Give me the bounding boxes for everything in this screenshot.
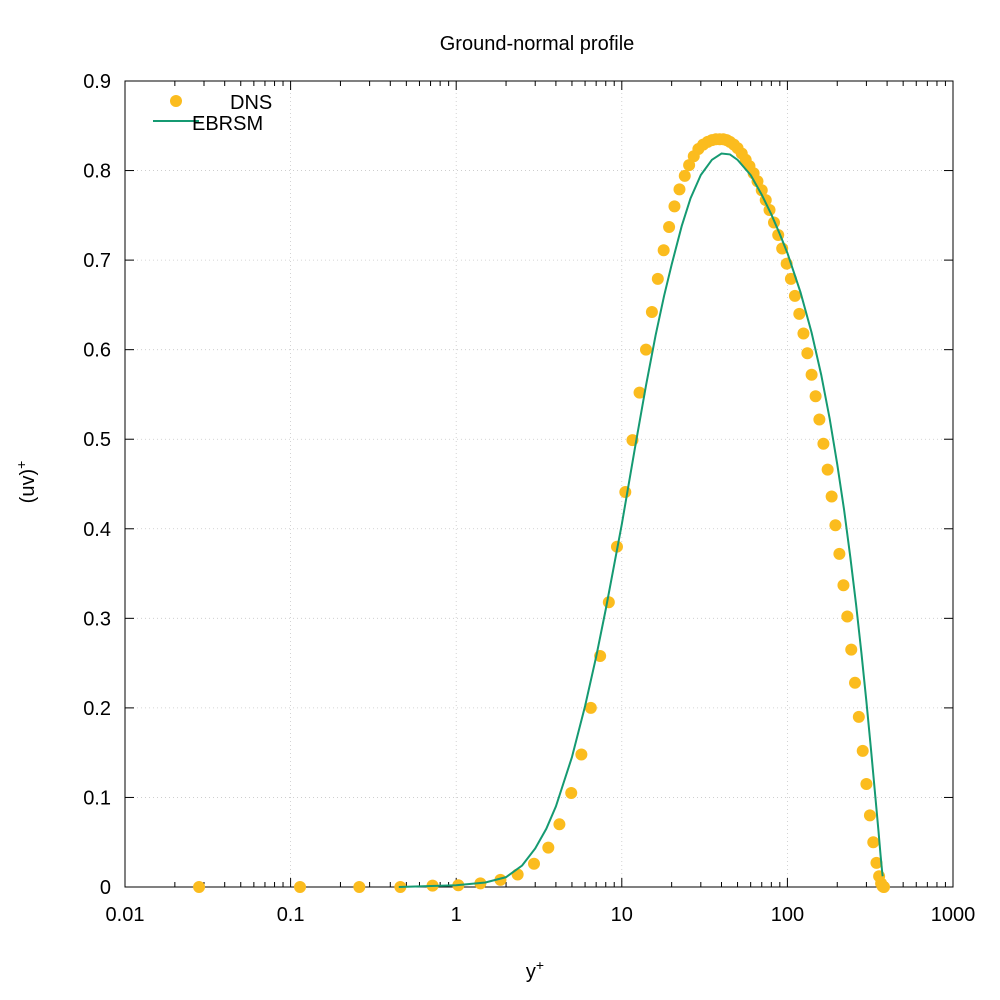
data-point xyxy=(755,184,768,197)
data-point xyxy=(683,159,696,172)
data-point xyxy=(751,175,764,188)
data-point xyxy=(784,272,797,285)
data-point xyxy=(651,272,664,285)
data-point xyxy=(193,881,206,893)
series-line-ebrsm xyxy=(398,152,884,888)
x-tick-label: 0.01 xyxy=(106,904,145,926)
data-point xyxy=(877,881,890,893)
data-point xyxy=(640,343,652,356)
data-point xyxy=(575,748,588,761)
y-tick-label: 0.2 xyxy=(83,698,111,720)
y-tick-label: 0.4 xyxy=(83,519,111,541)
data-point xyxy=(809,390,822,403)
data-point xyxy=(542,841,555,854)
data-point xyxy=(801,347,814,360)
y-tick-label: 0.1 xyxy=(83,787,111,809)
data-point xyxy=(565,786,578,799)
data-point xyxy=(867,836,880,849)
data-point xyxy=(793,307,806,320)
data-point xyxy=(825,490,838,503)
data-point xyxy=(511,868,524,881)
data-point xyxy=(294,881,307,893)
data-point xyxy=(673,183,686,196)
x-tick-label: 100 xyxy=(771,904,804,926)
legend-dns-label: DNS xyxy=(230,92,272,114)
data-point xyxy=(633,386,646,399)
legend-dns-marker xyxy=(170,95,182,107)
data-point xyxy=(852,710,865,723)
data-point xyxy=(837,579,850,592)
data-point xyxy=(817,437,830,450)
axis-ticks: 0.01 0.1 1 10 100 1000 0 0.1 0.2 0.3 0.4 0.5 0.6 0.7 0… xyxy=(83,71,975,926)
data-point xyxy=(619,486,632,499)
data-point xyxy=(813,413,826,426)
data-point xyxy=(845,643,858,656)
data-point xyxy=(553,818,566,831)
y-axis-label: (uv)+ xyxy=(13,461,39,504)
y-tick-label: 0.9 xyxy=(83,71,111,93)
legend-ebrsm-label: EBRSM xyxy=(192,113,263,135)
data-point xyxy=(584,701,597,714)
gridlines xyxy=(125,81,953,887)
data-point xyxy=(668,200,681,213)
chart-title: Ground-normal profile xyxy=(440,33,635,55)
data-point xyxy=(678,169,691,182)
data-point xyxy=(528,857,540,870)
y-tick-label: 0.6 xyxy=(83,340,111,362)
y-tick-label: 0.5 xyxy=(83,429,111,451)
x-tick-label: 10 xyxy=(611,904,633,926)
y-tick-label: 0.7 xyxy=(83,250,111,272)
y-tick-label: 0.3 xyxy=(83,608,111,630)
series-layer xyxy=(193,133,890,893)
x-tick-label: 1000 xyxy=(931,904,976,926)
data-point xyxy=(805,368,818,381)
x-axis-label: y+ xyxy=(526,957,544,983)
legend: DNS EBRSM xyxy=(153,92,272,135)
plot-frame xyxy=(124,80,954,888)
data-point xyxy=(856,744,869,757)
y-tick-label: 0.8 xyxy=(83,161,111,183)
data-point xyxy=(833,547,846,560)
x-tick-label: 0.1 xyxy=(277,904,305,926)
data-point xyxy=(797,327,810,340)
data-point xyxy=(849,676,861,689)
x-tick-label: 1 xyxy=(451,904,462,926)
data-point xyxy=(645,306,658,319)
data-point xyxy=(657,244,670,257)
data-point xyxy=(870,856,883,869)
data-point xyxy=(829,519,842,532)
data-point xyxy=(841,610,854,623)
data-point xyxy=(821,463,834,476)
data-point xyxy=(663,220,676,233)
data-point xyxy=(860,778,873,791)
y-tick-label: 0 xyxy=(100,877,111,899)
data-point xyxy=(788,289,801,302)
data-point xyxy=(863,809,876,822)
data-point xyxy=(353,881,366,893)
